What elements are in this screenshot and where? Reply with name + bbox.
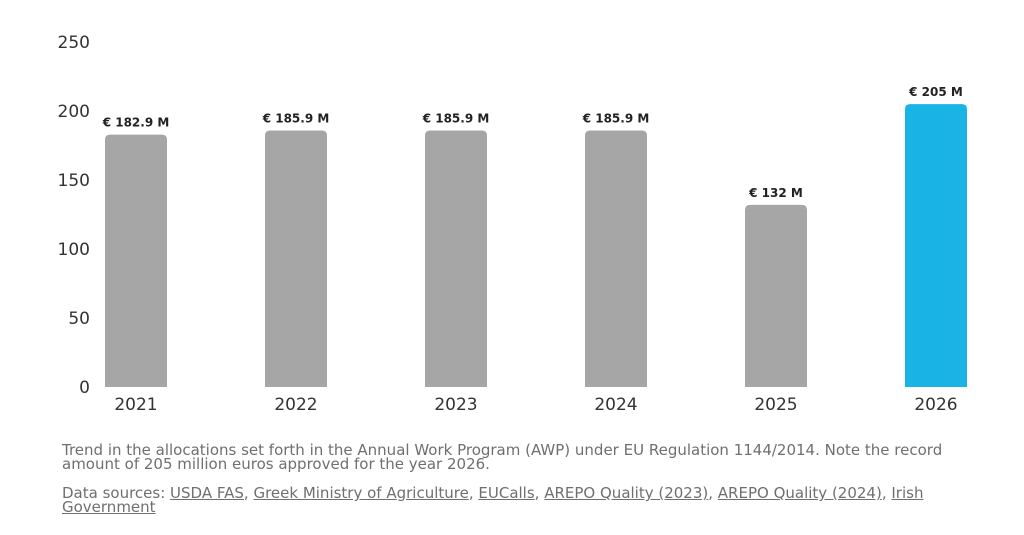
bar-2024 [585,130,647,387]
y-tick-label: 150 [58,171,90,191]
bar-chart: 0 50 100 150 200 250 € 182.9 M € 185.9 M € 185.… [58,33,967,415]
bar-2022 [265,130,327,387]
source-link-arepo-2023[interactable]: AREPO Quality (2023) [544,484,709,502]
bar-2025 [745,204,807,387]
data-label: € 132 M [748,186,803,200]
y-axis: 0 50 100 150 200 250 [58,33,90,398]
data-label: € 185.9 M [582,111,650,125]
x-tick-label: 2021 [114,395,157,415]
y-tick-label: 0 [79,378,90,398]
bars-group: € 182.9 M € 185.9 M € 185.9 M € 185.9 M € 13… [102,85,967,387]
x-tick-label: 2023 [434,395,477,415]
bar-2026 [905,104,967,387]
bar-2023 [425,130,487,387]
data-label: € 205 M [908,85,963,99]
source-link-usda-fas[interactable]: USDA FAS [170,484,244,502]
x-axis: 2021 2022 2023 2024 2025 2026 [114,395,957,415]
bar-2021 [105,134,167,387]
data-sources: Data sources: USDA FAS, Greek Ministry o… [62,484,924,516]
source-link-eucalls[interactable]: EUCalls [478,484,535,502]
data-label: € 185.9 M [422,111,490,125]
x-tick-label: 2025 [754,395,797,415]
y-tick-label: 200 [58,102,90,122]
data-label: € 182.9 M [102,116,170,130]
chart-caption: Trend in the allocations set forth in th… [62,441,943,473]
y-tick-label: 100 [58,240,90,260]
data-label: € 185.9 M [262,111,330,125]
source-link-arepo-2024[interactable]: AREPO Quality (2024) [717,484,882,502]
source-link-irish-government[interactable]: Irish Government [62,484,924,516]
x-tick-label: 2022 [274,395,317,415]
x-tick-label: 2026 [914,395,957,415]
data-sources-label: Data sources: [62,484,166,502]
x-tick-label: 2024 [594,395,637,415]
y-tick-label: 250 [58,33,90,53]
source-link-greek-ministry[interactable]: Greek Ministry of Agriculture [253,484,469,502]
y-tick-label: 50 [68,309,90,329]
